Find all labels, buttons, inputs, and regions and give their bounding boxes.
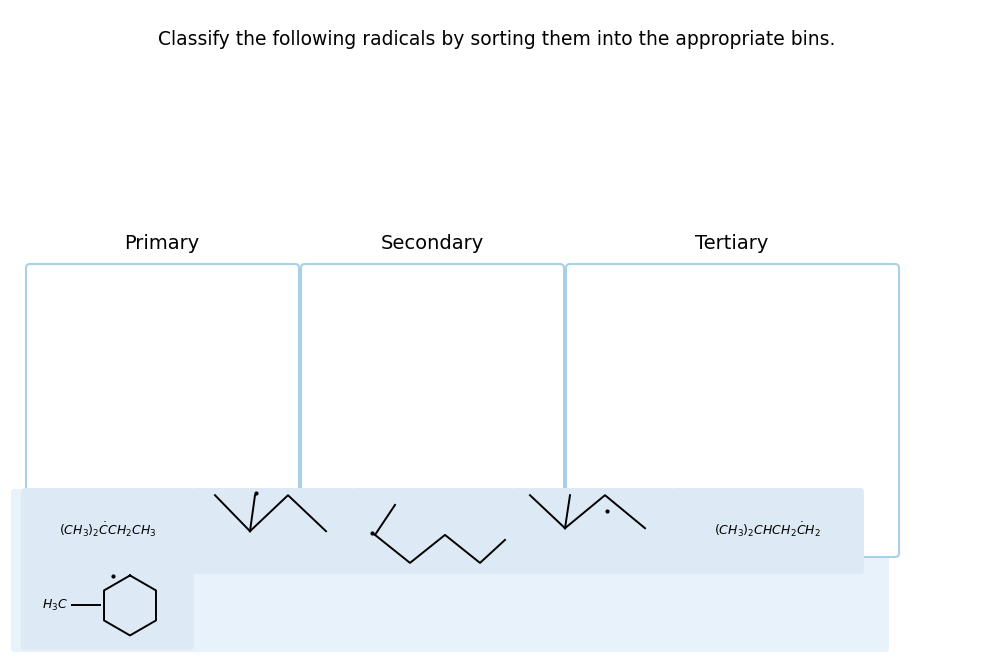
Text: Primary: Primary	[124, 234, 200, 253]
Text: $(CH_3)_2CHCH_2\dot{C}H_2$: $(CH_3)_2CHCH_2\dot{C}H_2$	[714, 520, 821, 539]
Text: Tertiary: Tertiary	[696, 234, 768, 253]
FancyBboxPatch shape	[21, 564, 194, 650]
Text: $H_3C$: $H_3C$	[42, 598, 68, 613]
FancyBboxPatch shape	[191, 488, 354, 574]
FancyBboxPatch shape	[351, 488, 514, 574]
FancyBboxPatch shape	[21, 488, 194, 574]
FancyBboxPatch shape	[11, 489, 889, 652]
Text: $(CH_3)_2\dot{C}CH_2CH_3$: $(CH_3)_2\dot{C}CH_2CH_3$	[59, 520, 156, 539]
FancyBboxPatch shape	[301, 264, 564, 557]
FancyBboxPatch shape	[511, 488, 674, 574]
Text: Secondary: Secondary	[381, 234, 484, 253]
FancyBboxPatch shape	[671, 488, 864, 574]
FancyBboxPatch shape	[566, 264, 899, 557]
FancyBboxPatch shape	[26, 264, 299, 557]
Text: Classify the following radicals by sorting them into the appropriate bins.: Classify the following radicals by sorti…	[158, 30, 836, 49]
